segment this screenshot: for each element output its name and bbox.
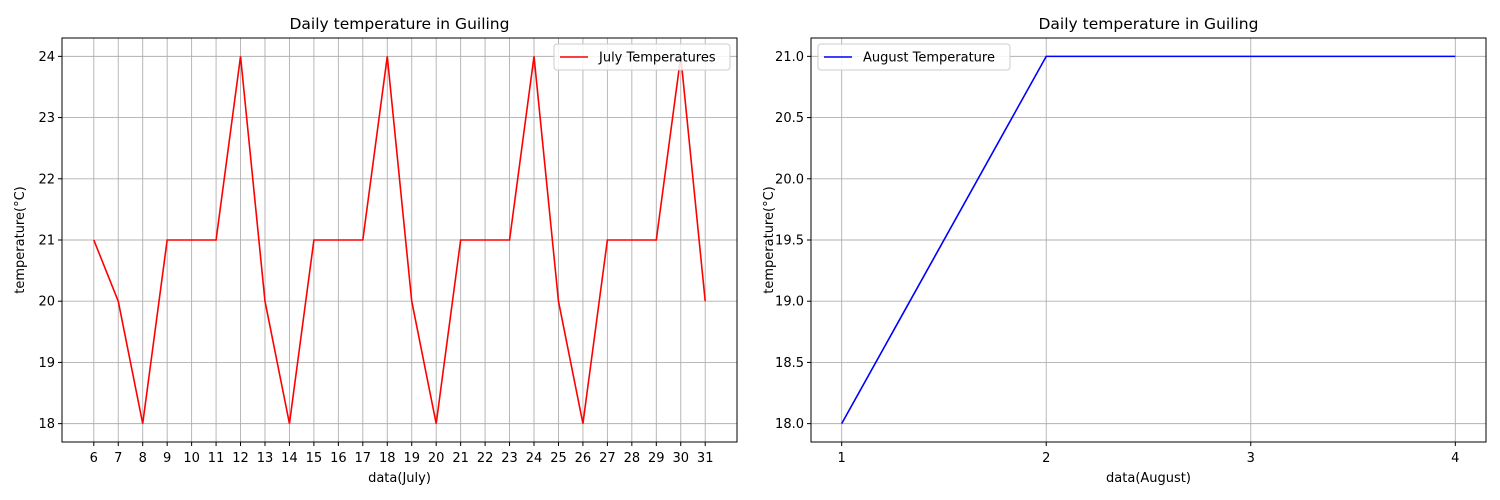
x-tick-label: 13 — [257, 451, 274, 466]
x-tick-label: 4 — [1451, 451, 1459, 466]
y-tick-label: 21.0 — [775, 50, 804, 65]
x-tick-label: 28 — [624, 451, 641, 466]
series-line — [840, 55, 1456, 425]
x-tick-label: 23 — [501, 451, 518, 466]
x-tick-label: 15 — [306, 451, 323, 466]
y-tick-label: 20 — [38, 295, 55, 310]
y-tick-label: 19 — [38, 356, 55, 371]
x-tick-label: 6 — [90, 451, 98, 466]
x-tick-label: 18 — [379, 451, 396, 466]
chart-title: Daily temperature in Guiling — [1039, 15, 1259, 33]
x-tick-label: 22 — [477, 451, 494, 466]
x-tick-label: 11 — [208, 451, 225, 466]
x-tick-label: 1 — [838, 451, 846, 466]
x-tick-label: 31 — [697, 451, 714, 466]
y-tick-label: 23 — [38, 111, 55, 126]
y-tick-label: 24 — [38, 50, 55, 65]
x-tick-label: 8 — [139, 451, 147, 466]
x-axis-label: data(July) — [368, 471, 431, 486]
x-tick-label: 10 — [183, 451, 200, 466]
x-tick-label: 26 — [575, 451, 592, 466]
x-tick-label: 12 — [232, 451, 249, 466]
legend-label: July Temperatures — [598, 51, 716, 66]
y-tick-label: 20.0 — [775, 172, 804, 187]
x-tick-label: 20 — [428, 451, 445, 466]
x-tick-label: 3 — [1247, 451, 1255, 466]
x-tick-label: 19 — [403, 451, 420, 466]
x-tick-label: 27 — [599, 451, 616, 466]
x-tick-label: 2 — [1042, 451, 1050, 466]
x-axis-label: data(August) — [1106, 471, 1191, 486]
x-tick-label: 17 — [355, 451, 372, 466]
x-tick-label: 24 — [526, 451, 543, 466]
x-tick-label: 29 — [648, 451, 665, 466]
chart-title: Daily temperature in Guiling — [290, 15, 510, 33]
august-temperature-chart: 1 2 3 4 18.0 18.5 19.0 19.5 20.0 20.5 21.0 Daily te… — [762, 15, 1487, 486]
x-tick-label: 9 — [163, 451, 171, 466]
y-tick-label: 19.0 — [775, 295, 804, 310]
y-tick-label: 21 — [38, 234, 55, 249]
x-tick-label: 16 — [330, 451, 347, 466]
y-tick-label: 18 — [38, 417, 55, 432]
x-tick-label: 14 — [281, 451, 298, 466]
y-axis-label: temperature(°C) — [13, 186, 28, 293]
y-tick-label: 20.5 — [775, 111, 804, 126]
legend: July Temperatures — [553, 43, 731, 71]
y-tick-label: 18.5 — [775, 356, 804, 371]
legend-box — [553, 43, 731, 71]
y-tick-label: 19.5 — [775, 234, 804, 249]
legend-label: August Temperature — [863, 51, 995, 66]
y-tick-label: 22 — [38, 172, 55, 187]
legend: August Temperature — [817, 43, 1011, 71]
x-tick-label: 21 — [452, 451, 469, 466]
series-line — [93, 56, 707, 424]
legend-box — [817, 43, 1011, 71]
y-tick-label: 18.0 — [775, 417, 804, 432]
x-tick-label: 30 — [672, 451, 689, 466]
x-tick-label: 25 — [550, 451, 567, 466]
july-temperature-chart: 6 7 8 9 10 11 12 13 14 15 16 17 18 19 20 21 22 23 24 25 26 27… — [13, 15, 738, 486]
y-axis-label: temperature(°C) — [762, 186, 777, 293]
x-tick-label: 7 — [114, 451, 122, 466]
